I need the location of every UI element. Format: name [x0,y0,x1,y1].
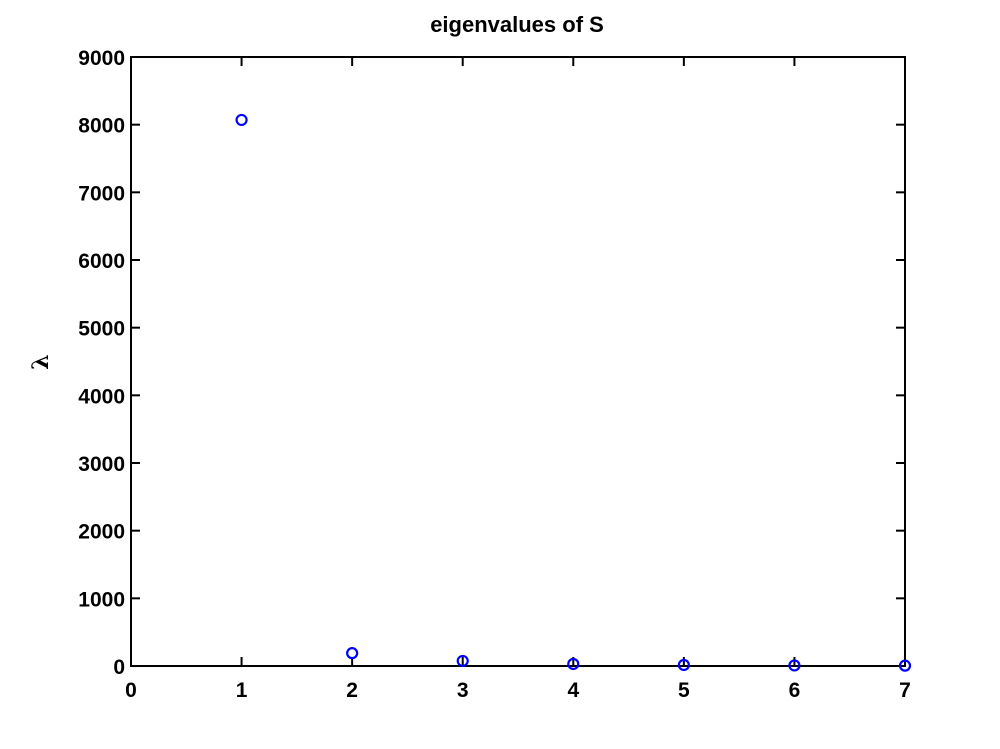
y-tick-label-1000: 1000 [78,588,125,611]
y-tick-label-8000: 8000 [78,115,125,138]
x-tick-label-4: 4 [567,679,579,702]
data-point-6 [788,659,801,672]
data-series [235,113,912,672]
chart-title: eigenvalues of S [430,12,604,37]
data-point-2 [346,647,359,660]
x-tick-label-0: 0 [125,679,137,702]
x-tick-label-6: 6 [789,679,801,702]
y-tick-label-5000: 5000 [78,318,125,341]
y-tick-label-7000: 7000 [78,182,125,205]
y-tick-label-9000: 9000 [78,47,125,70]
data-point-4 [567,657,580,671]
x-tick-label-3: 3 [457,679,469,702]
y-tick-label-6000: 6000 [78,250,125,273]
plot-area [130,56,906,667]
data-point-7 [898,659,912,672]
y-tick-label-4000: 4000 [78,385,125,408]
x-tick-label-1: 1 [236,679,248,702]
x-tick-label-5: 5 [678,679,690,702]
data-point-3 [456,654,469,668]
x-tick-label-2: 2 [346,679,358,702]
data-point-5 [677,658,690,672]
y-tick-label-2000: 2000 [78,521,125,544]
y-tick-label-0: 0 [113,656,125,679]
y-axis: 0 1000 2000 3000 4000 5000 6000 7000 8000 9000 [78,47,905,679]
y-tick-label-3000: 3000 [78,453,125,476]
x-axis: 0 1 2 3 4 5 6 7 [125,57,911,702]
y-axis-label: λ [28,354,54,369]
data-point-1 [235,113,248,127]
x-tick-label-7: 7 [899,679,911,702]
